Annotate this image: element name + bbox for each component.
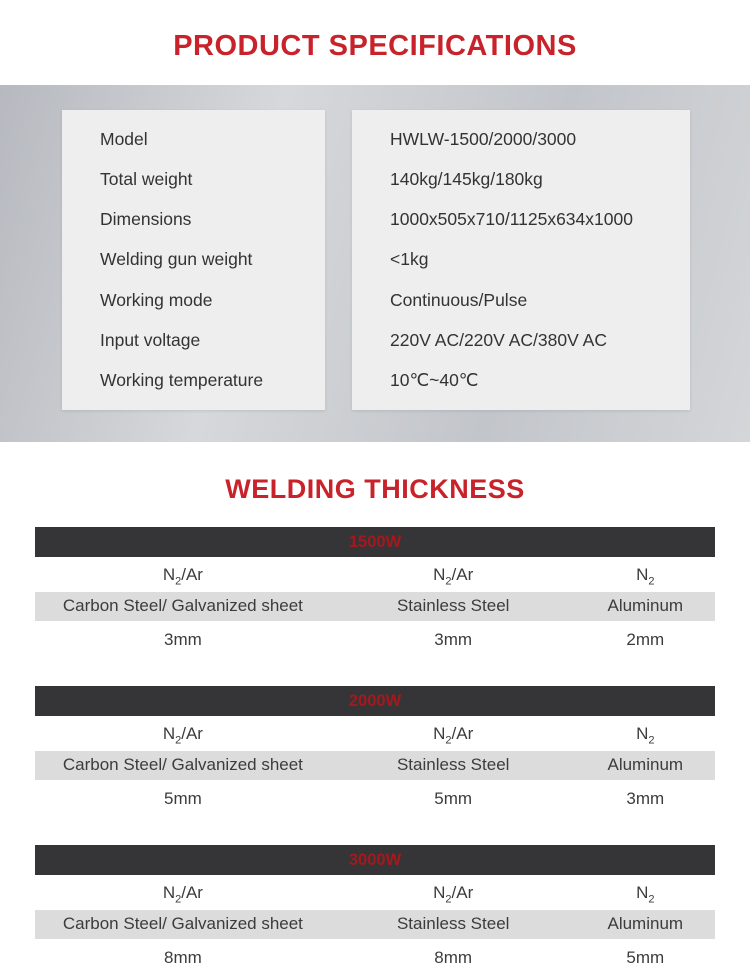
page-title: PRODUCT SPECIFICATIONS [173,30,577,62]
material-cell: Stainless Steel [396,914,510,933]
material-cell: Aluminum [607,914,684,933]
material-cell: Stainless Steel [396,596,510,615]
spec-label-working-mode: Working mode [100,289,213,310]
gas-cell: N2/Ar [433,883,474,906]
power-table-2000w: 2000W N2/Ar N2/Ar N2 Carbon Steel/ Galva… [35,686,715,819]
material-row: Carbon Steel/ Galvanized sheet Stainless… [35,751,715,780]
spec-labels-box: Model Total weight Dimensions Welding gu… [62,110,325,410]
thickness-cell: 2mm [626,630,665,649]
welding-thickness-title: WELDING THICKNESS [225,474,525,504]
spec-value-working-mode: Continuous/Pulse [390,289,528,310]
gas-cell: N2 [636,565,655,588]
power-table-3000w: 3000W N2/Ar N2/Ar N2 Carbon Steel/ Galva… [35,845,715,978]
page-header: PRODUCT SPECIFICATIONS [0,0,750,63]
spec-value-total-weight: 140kg/145kg/180kg [390,169,543,190]
material-cell: Aluminum [607,596,684,615]
material-cell: Carbon Steel/ Galvanized sheet [62,596,303,615]
material-row: Carbon Steel/ Galvanized sheet Stainless… [35,910,715,939]
gas-cell: N2/Ar [433,724,474,747]
material-row: Carbon Steel/ Galvanized sheet Stainless… [35,592,715,621]
spec-band: Model Total weight Dimensions Welding gu… [0,85,750,442]
spec-label-dimensions: Dimensions [100,209,192,230]
thickness-cell: 8mm [434,948,473,967]
power-header-2000w: 2000W [35,686,715,716]
gas-cell: N2/Ar [433,565,474,588]
gas-cell: N2/Ar [162,883,203,906]
thickness-cell: 5mm [626,948,665,967]
spec-value-input-voltage: 220V AC/220V AC/380V AC [390,329,607,350]
gas-row: N2/Ar N2/Ar N2 [35,875,715,910]
thickness-row: 5mm 5mm 3mm [35,780,715,819]
thickness-cell: 3mm [434,630,473,649]
material-cell: Stainless Steel [396,755,510,774]
power-header-1500w: 1500W [35,527,715,557]
spec-value-welding-gun-weight: <1kg [390,249,429,270]
thickness-cell: 3mm [164,630,202,649]
spec-label-working-temperature: Working temperature [100,369,264,390]
gas-cell: N2 [636,883,655,906]
power-header-3000w: 3000W [35,845,715,875]
spec-value-model: HWLW-1500/2000/3000 [390,129,577,149]
spec-value-dimensions: 1000x505x710/1125x634x1000 [390,209,633,230]
thickness-row: 8mm 8mm 5mm [35,939,715,978]
thickness-cell: 5mm [434,789,473,808]
thickness-row: 3mm 3mm 2mm [35,621,715,660]
gas-cell: N2/Ar [162,724,203,747]
spec-label-model: Model [100,129,148,149]
power-table-1500w: 1500W N2/Ar N2/Ar N2 Carbon Steel/ Galva… [35,527,715,660]
spec-label-input-voltage: Input voltage [100,329,201,350]
gas-cell: N2 [636,724,655,747]
thickness-cell: 5mm [164,789,202,808]
gas-row: N2/Ar N2/Ar N2 [35,557,715,592]
thickness-cell: 8mm [164,948,202,967]
gas-row: N2/Ar N2/Ar N2 [35,716,715,751]
spec-value-working-temperature: 10℃~40℃ [390,369,479,390]
material-cell: Aluminum [607,755,684,774]
material-cell: Carbon Steel/ Galvanized sheet [62,914,303,933]
material-cell: Carbon Steel/ Galvanized sheet [62,755,303,774]
thickness-cell: 3mm [626,789,665,808]
gas-cell: N2/Ar [162,565,203,588]
spec-label-total-weight: Total weight [100,169,193,190]
spec-values-box: HWLW-1500/2000/3000 140kg/145kg/180kg 10… [352,110,690,410]
spec-label-welding-gun-weight: Welding gun weight [100,249,253,270]
